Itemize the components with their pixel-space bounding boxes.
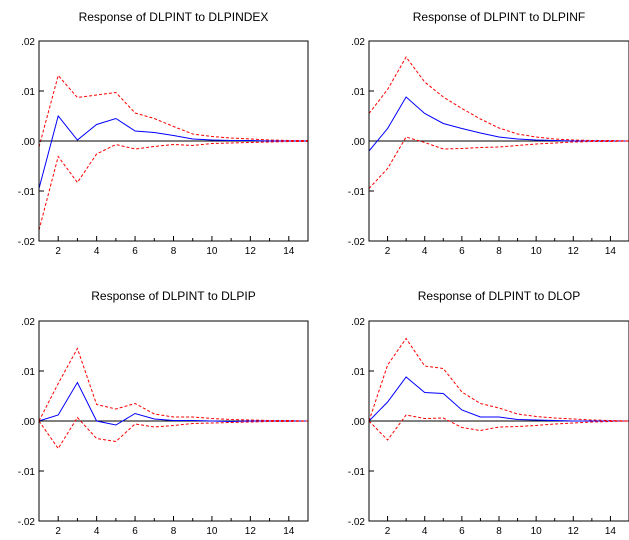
- chart-title: Response of DLPINT to DLPINF: [413, 10, 586, 24]
- x-tick-label: 10: [206, 526, 218, 537]
- x-tick-label: 8: [171, 246, 177, 257]
- x-tick-label: 6: [459, 246, 465, 257]
- y-tick-label: .02: [351, 317, 365, 328]
- lower-band-line: [368, 136, 629, 189]
- x-tick-label: 14: [605, 526, 617, 537]
- x-tick-label: 2: [385, 246, 391, 257]
- y-tick-label: .00: [351, 417, 365, 428]
- chart-title: Response of DLPINT to DLPINDEX: [79, 10, 269, 24]
- y-tick-label: .01: [351, 87, 365, 98]
- lower-band-line: [38, 416, 309, 450]
- response-line: [38, 381, 308, 426]
- chart-panel-dlpip: Response of DLPINT to DLPIP 2 4 6 8 10 12 14 -.…: [18, 289, 309, 537]
- x-tick-label: 10: [206, 246, 218, 257]
- response-line: [368, 96, 629, 152]
- y-tick-label: .01: [21, 87, 35, 98]
- x-tick-label: 12: [568, 246, 580, 257]
- y-tick-label: .01: [351, 367, 365, 378]
- y-tick-label: .02: [351, 37, 365, 48]
- y-tick-label: -.02: [348, 237, 366, 248]
- y-tick-label: .01: [21, 367, 35, 378]
- y-tick-label: -.01: [348, 187, 366, 198]
- y-tick-label: -.01: [18, 187, 36, 198]
- x-tick-label: 6: [459, 526, 465, 537]
- y-tick-label: -.02: [18, 517, 36, 528]
- x-tick-label: 14: [283, 526, 295, 537]
- upper-band-line: [368, 337, 629, 422]
- x-tick-label: 8: [171, 526, 177, 537]
- y-tick-label: -.02: [18, 237, 36, 248]
- x-tick-label: 14: [605, 246, 617, 257]
- chart-panel-dlpindex: Response of DLPINT to DLPINDEX 2 4 6 8 10 12 1…: [18, 10, 309, 257]
- x-tick-label: 6: [132, 526, 138, 537]
- x-tick-label: 2: [55, 526, 61, 537]
- x-tick-label: 2: [385, 526, 391, 537]
- y-tick-label: .00: [21, 137, 35, 148]
- y-tick-label: .02: [21, 317, 35, 328]
- x-tick-label: 2: [55, 246, 61, 257]
- y-tick-label: .00: [21, 417, 35, 428]
- x-tick-label: 4: [422, 246, 428, 257]
- response-line: [38, 114, 308, 189]
- x-tick-label: 10: [531, 246, 543, 257]
- upper-band-line: [368, 56, 629, 142]
- chart-panel-dlpinf: Response of DLPINT to DLPINF 2 4 6 8 10 12 14 -…: [348, 10, 629, 257]
- x-tick-label: 8: [496, 526, 502, 537]
- chart-title: Response of DLPINT to DLPIP: [91, 289, 256, 303]
- x-tick-label: 4: [94, 526, 100, 537]
- x-tick-label: 4: [94, 246, 100, 257]
- lower-band-line: [368, 414, 629, 441]
- chart-title: Response of DLPINT to DLOP: [418, 289, 581, 303]
- x-tick-label: 12: [245, 246, 257, 257]
- y-tick-label: -.01: [348, 467, 366, 478]
- y-tick-label: .00: [351, 137, 365, 148]
- lower-band-line: [38, 141, 308, 231]
- x-tick-label: 12: [568, 526, 580, 537]
- x-tick-label: 14: [283, 246, 295, 257]
- y-tick-label: -.01: [18, 467, 36, 478]
- x-tick-label: 8: [496, 246, 502, 257]
- x-tick-label: 12: [245, 526, 257, 537]
- chart-panel-dlop: Response of DLPINT to DLOP 2 4 6 8 10 12 14 -.0…: [348, 289, 629, 537]
- y-tick-label: .02: [21, 37, 35, 48]
- upper-band-line: [38, 347, 309, 422]
- x-tick-label: 6: [132, 246, 138, 257]
- response-line: [368, 376, 629, 422]
- y-tick-label: -.02: [348, 517, 366, 528]
- x-tick-label: 4: [422, 526, 428, 537]
- x-tick-label: 10: [531, 526, 543, 537]
- upper-band-line: [38, 74, 308, 148]
